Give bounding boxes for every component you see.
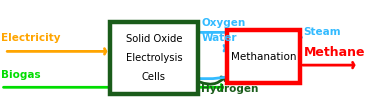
Text: Cells: Cells [142,72,166,82]
Text: Oxygen: Oxygen [201,18,246,28]
Text: Methane: Methane [304,46,365,59]
Text: Steam: Steam [304,27,341,37]
Text: Hydrogen: Hydrogen [201,84,259,94]
Text: Water: Water [201,33,237,43]
Bar [227,30,300,83]
Text: Electrolysis: Electrolysis [125,53,182,63]
Bar [110,22,198,94]
Text: Biogas: Biogas [1,70,40,80]
Text: Solid Oxide: Solid Oxide [126,34,182,44]
Text: Electricity: Electricity [1,33,60,43]
Text: Methanation: Methanation [231,52,296,62]
